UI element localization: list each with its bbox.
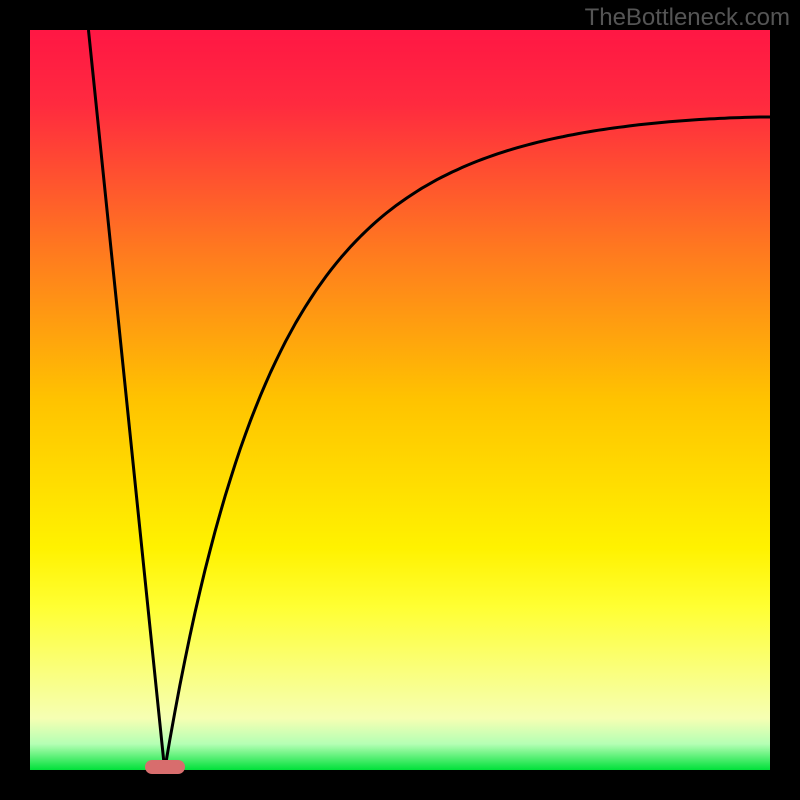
chart-container: TheBottleneck.com [0, 0, 800, 800]
plot-area [30, 30, 770, 770]
optimal-point-marker [145, 760, 185, 773]
gradient-background [30, 30, 770, 770]
watermark-text: TheBottleneck.com [585, 4, 790, 32]
